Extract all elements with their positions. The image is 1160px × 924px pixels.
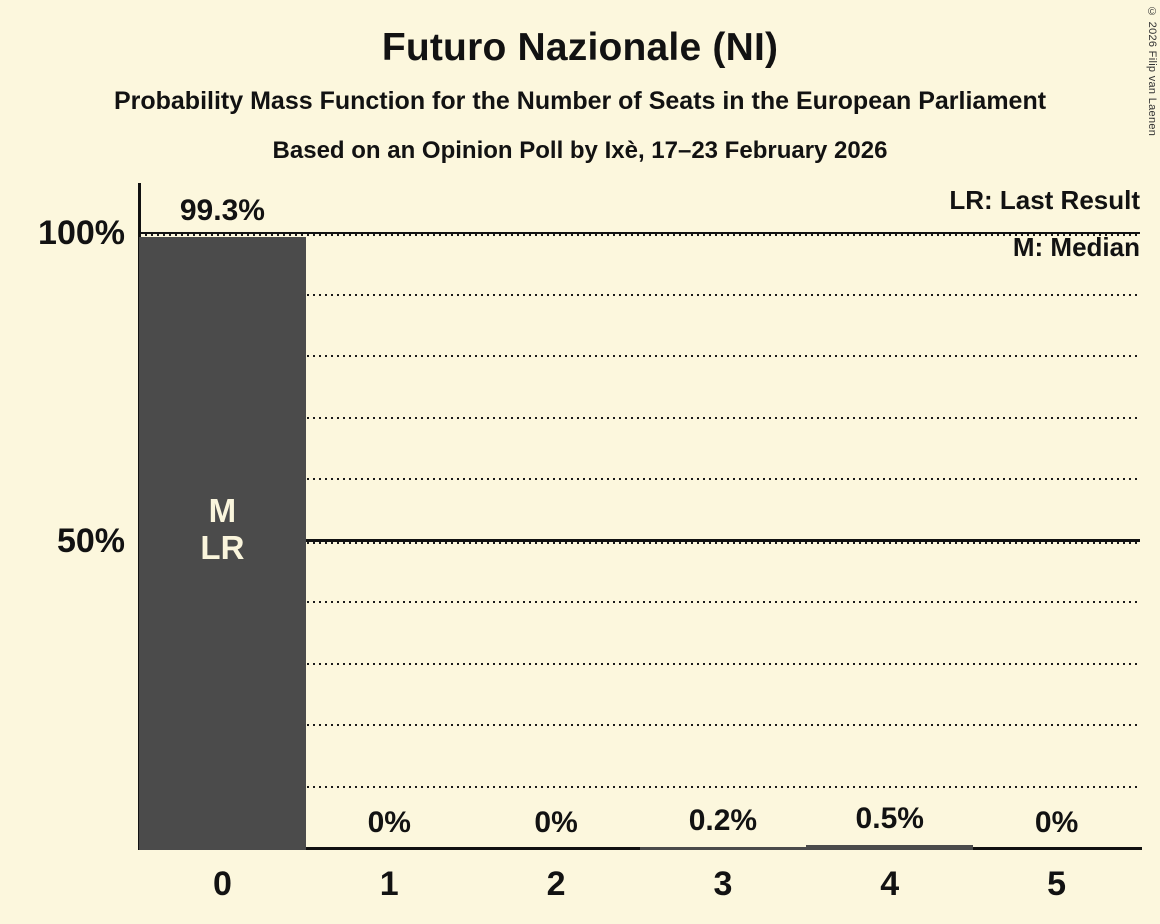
legend-median: M: Median [1012,232,1140,262]
bar-seat-4 [806,845,974,850]
x-axis-label-seat-4: 4 [880,865,900,903]
gridline-70pct [139,416,1140,419]
gridline-40pct [139,601,1140,604]
legend-last-result: LR: Last Result [949,185,1140,215]
value-label-seat-3: 0.2% [688,804,758,838]
x-axis-label-seat-5: 5 [1047,865,1067,903]
value-label-seat-0: 99.3% [179,194,265,228]
bar-seat-3 [639,847,807,850]
gridline-20pct [139,724,1140,727]
gridline-60pct [139,478,1140,481]
value-label-seat-4: 0.5% [855,802,924,836]
bar-seat-0 [139,237,306,850]
gridline-30pct [139,662,1140,665]
bar-annotation-seat-0: M LR [200,492,245,566]
x-axis-label-seat-0: 0 [212,865,232,903]
chart-subtitle: Probability Mass Function for the Number… [113,87,1047,115]
gridline-80pct [139,355,1140,358]
value-label-seat-5: 0% [1034,805,1079,839]
value-label-seat-1: 0% [367,805,411,839]
y-axis-label-50: 50% [56,521,125,560]
gridline-90pct [139,293,1140,296]
x-axis-label-seat-3: 3 [713,865,733,903]
ytick-line-100pct [139,231,1140,234]
poll-source-line: Based on an Opinion Poll by Ixè, 17–23 F… [272,137,888,164]
ytick-dots-50pct [139,541,1140,544]
copyright-notice: © 2026 Filip van Laenen [1146,6,1158,137]
ytick-line-50pct [139,539,1140,542]
gridline-10pct [139,785,1140,788]
x-axis-label-seat-1: 1 [379,865,399,903]
x-axis-label-seat-2: 2 [546,865,566,903]
y-axis-label-100: 100% [38,214,125,252]
ytick-dots-100pct [139,234,1140,236]
value-label-seat-2: 0% [534,805,578,839]
page-title: Futuro Nazionale (NI) [381,26,779,69]
